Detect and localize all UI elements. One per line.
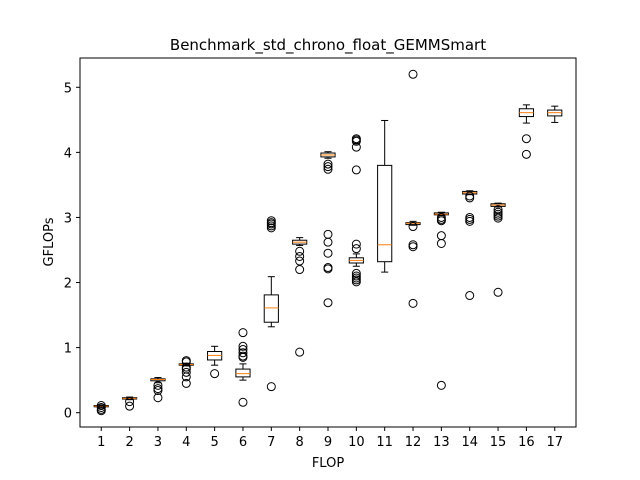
flier-point: [351, 165, 361, 175]
flier-point: [351, 277, 361, 287]
box-7: [263, 294, 279, 323]
flier-point: [408, 222, 418, 232]
x-tick-label: 5: [210, 435, 218, 450]
flier-point: [521, 149, 531, 159]
x-axis-label: FLOP: [312, 456, 344, 471]
x-tick-label: 10: [348, 435, 365, 450]
y-tick-label: 2: [64, 277, 72, 292]
x-tick-label: 3: [154, 435, 162, 450]
flier-point: [323, 159, 333, 169]
x-tick-label: 6: [239, 435, 247, 450]
x-tick-label: 8: [296, 435, 304, 450]
y-tick-label: 1: [64, 342, 72, 357]
flier-point: [521, 134, 531, 144]
flier-point: [153, 393, 163, 403]
x-tick-label: 14: [461, 435, 478, 450]
flier-point: [436, 238, 446, 248]
x-tick-label: 4: [182, 435, 190, 450]
flier-point: [266, 223, 276, 233]
flier-point: [295, 347, 305, 357]
flier-point: [436, 380, 446, 390]
flier-point: [181, 378, 191, 388]
flier-point: [295, 251, 305, 261]
flier-point: [408, 69, 418, 79]
flier-point: [323, 248, 333, 258]
y-tick-label: 0: [64, 407, 72, 422]
y-tick-label: 3: [64, 211, 72, 226]
flier-point: [351, 136, 361, 146]
flier-point: [351, 244, 361, 254]
flier-point: [96, 406, 106, 416]
flier-point: [493, 213, 503, 223]
x-tick-label: 2: [125, 435, 133, 450]
flier-point: [295, 246, 305, 256]
box-6: [235, 368, 251, 378]
flier-point: [181, 372, 191, 382]
flier-point: [125, 397, 135, 407]
box-11: [377, 164, 393, 263]
flier-point: [125, 401, 135, 411]
flier-point: [408, 242, 418, 252]
y-tick-label: 5: [64, 81, 72, 96]
flier-point: [266, 382, 276, 392]
x-tick-label: 17: [546, 435, 563, 450]
flier-point: [323, 237, 333, 247]
flier-point: [408, 298, 418, 308]
flier-point: [465, 216, 475, 226]
flier-point: [465, 291, 475, 301]
flier-point: [238, 352, 248, 362]
x-tick-label: 9: [324, 435, 332, 450]
y-axis-label: GFLOPs: [42, 217, 57, 266]
flier-point: [436, 216, 446, 226]
x-tick-label: 1: [97, 435, 105, 450]
x-tick-label: 15: [490, 435, 507, 450]
flier-point: [323, 264, 333, 274]
flier-point: [323, 162, 333, 172]
flier-point: [238, 348, 248, 358]
flier-point: [153, 380, 163, 390]
flier-point: [96, 401, 106, 411]
flier-point: [238, 328, 248, 338]
x-tick-label: 7: [267, 435, 275, 450]
x-tick-label: 16: [518, 435, 535, 450]
flier-point: [238, 397, 248, 407]
flier-point: [238, 341, 248, 351]
y-tick-label: 4: [64, 146, 72, 161]
flier-point: [210, 369, 220, 379]
chart-title: Benchmark_std_chrono_float_GEMMSmart: [170, 36, 486, 55]
x-tick-label: 12: [405, 435, 422, 450]
plot-frame: [79, 57, 577, 428]
flier-point: [351, 142, 361, 152]
flier-point: [295, 265, 305, 275]
flier-point: [323, 298, 333, 308]
flier-point: [465, 193, 475, 203]
flier-point: [153, 386, 163, 396]
x-tick-label: 11: [376, 435, 393, 450]
flier-point: [493, 287, 503, 297]
flier-point: [181, 367, 191, 377]
flier-point: [323, 164, 333, 174]
flier-point: [351, 239, 361, 249]
x-tick-label: 13: [433, 435, 450, 450]
